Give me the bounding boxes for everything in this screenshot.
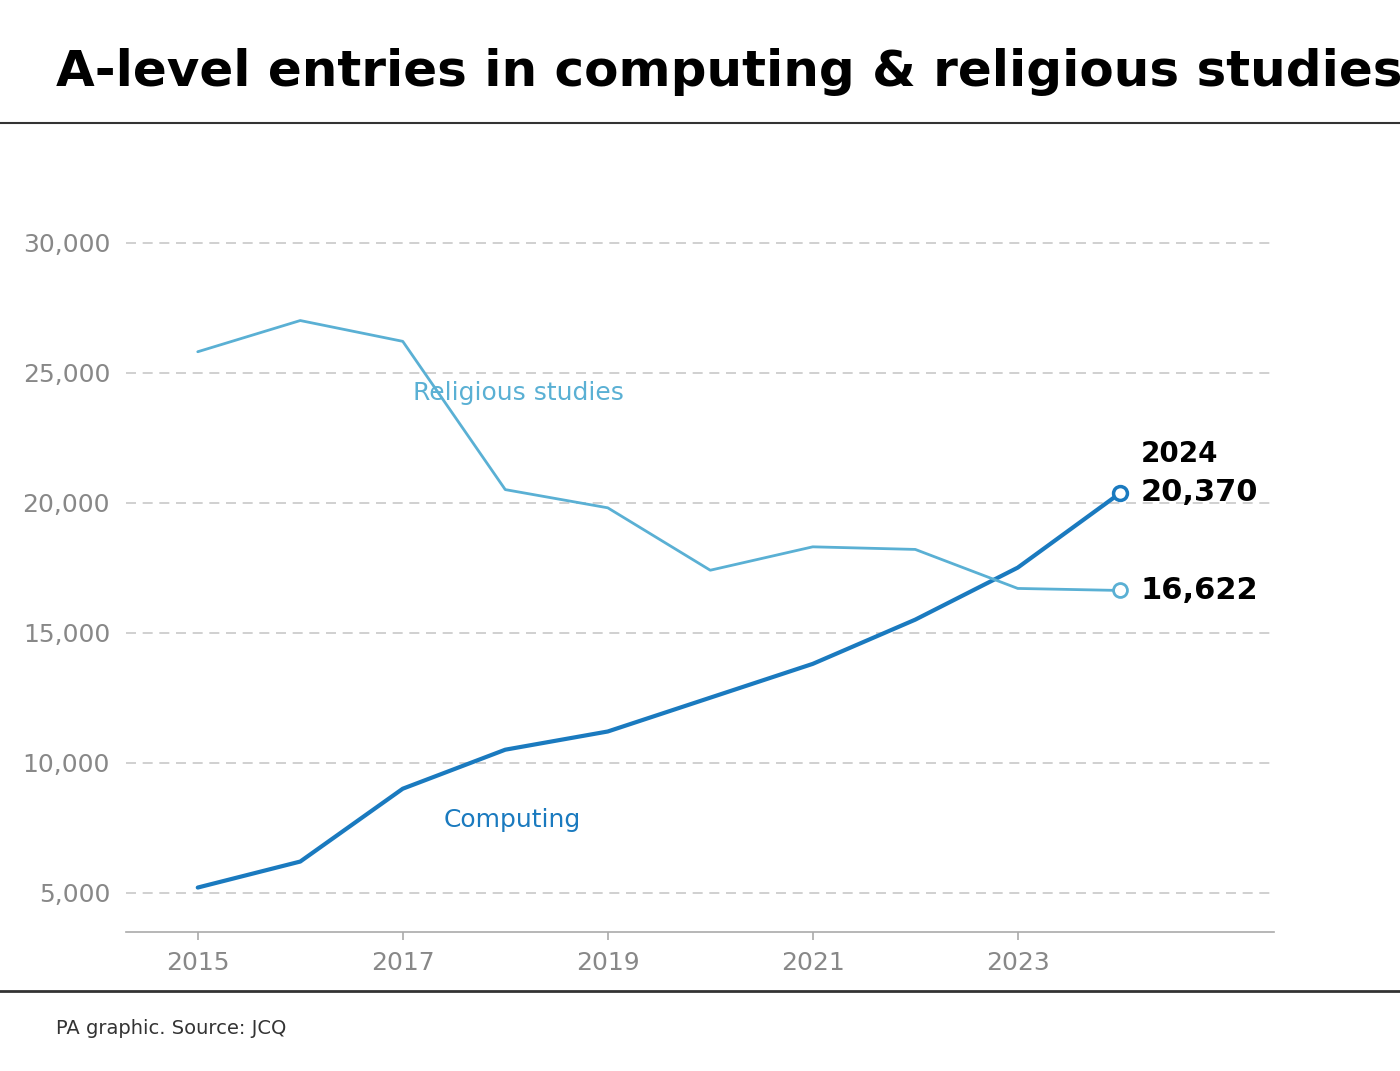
Text: 20,370: 20,370: [1141, 479, 1259, 508]
Text: A-level entries in computing & religious studies: A-level entries in computing & religious…: [56, 48, 1400, 96]
Text: Computing: Computing: [444, 808, 581, 832]
Text: 16,622: 16,622: [1141, 576, 1259, 605]
Text: PA graphic. Source: JCQ: PA graphic. Source: JCQ: [56, 1019, 287, 1038]
Text: Religious studies: Religious studies: [413, 381, 624, 405]
Text: 2024: 2024: [1141, 440, 1218, 468]
